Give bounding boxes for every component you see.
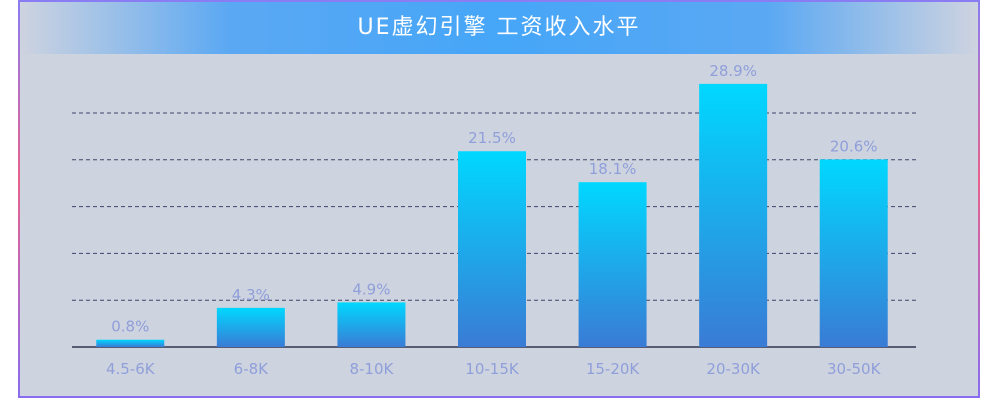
bar-30-50K xyxy=(819,159,888,347)
data-label: 28.9% xyxy=(709,62,757,80)
x-tick-labels: 4.5-6K 6-8K 8-10K 10-15K 15-20K 20-30K 30-50K xyxy=(106,360,882,378)
data-label: 4.9% xyxy=(352,280,390,298)
x-tick-label: 30-50K xyxy=(827,360,882,378)
x-tick-label: 6-8K xyxy=(234,360,269,378)
bar-10-15K xyxy=(458,151,526,347)
bar-4.5-6K xyxy=(96,339,165,347)
bar-20-30K xyxy=(699,83,768,347)
data-label: 4.3% xyxy=(232,286,270,304)
bar-6-8K xyxy=(216,307,285,347)
data-labels: 0.8% 4.3% 4.9% 21.5% 18.1% 28.9% 20.6% xyxy=(111,62,877,336)
data-label: 21.5% xyxy=(468,129,516,147)
data-label: 0.8% xyxy=(111,318,149,336)
chart-title: UE虚幻引擎 工资收入水平 xyxy=(357,15,641,40)
title-bar xyxy=(20,2,978,54)
bars xyxy=(96,83,888,347)
x-tick-label: 20-30K xyxy=(706,360,761,378)
data-label: 20.6% xyxy=(830,137,878,155)
x-tick-label: 8-10K xyxy=(349,360,394,378)
bar-15-20K xyxy=(578,182,647,347)
x-tick-label: 4.5-6K xyxy=(106,360,156,378)
bar-8-10K xyxy=(337,302,406,347)
data-label: 18.1% xyxy=(589,160,637,178)
x-tick-label: 10-15K xyxy=(465,360,520,378)
x-tick-label: 15-20K xyxy=(586,360,641,378)
